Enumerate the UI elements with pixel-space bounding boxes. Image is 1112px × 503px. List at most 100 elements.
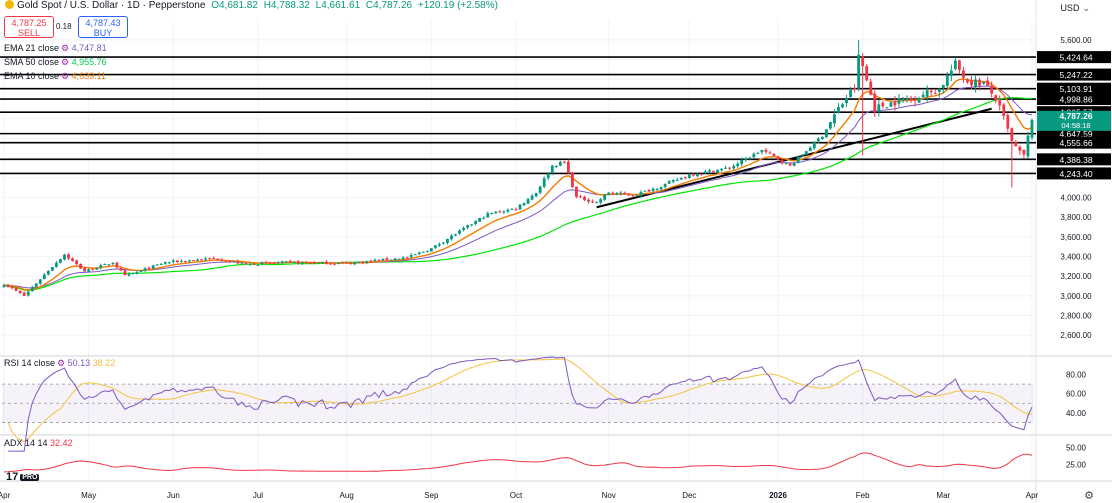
buy-button[interactable]: 4,787.43 BUY <box>78 16 128 38</box>
candle-body <box>587 199 590 202</box>
candle <box>659 186 663 191</box>
candle-body <box>522 202 526 206</box>
candle-body <box>458 230 461 234</box>
candle-body <box>115 262 119 268</box>
ohlc-close: C4,787.26 <box>365 0 413 11</box>
candle-body <box>728 167 732 169</box>
legend-sma50[interactable]: SMA 50 close ⚙ 4,955.76 <box>4 57 107 67</box>
candle-body <box>272 262 276 264</box>
candle <box>397 258 401 260</box>
candle-body <box>34 283 38 287</box>
candle <box>998 95 1002 111</box>
candle-body <box>179 260 183 262</box>
candle <box>429 248 433 252</box>
candle-body <box>812 141 816 149</box>
level-tag <box>1037 51 1111 64</box>
candle <box>736 161 740 168</box>
tradingview-logo[interactable]: 17 PRO <box>6 471 40 483</box>
candle <box>635 194 639 198</box>
buy-label: BUY <box>93 28 113 38</box>
candle-body <box>579 196 582 198</box>
candle <box>562 161 566 164</box>
candle-body <box>776 156 780 160</box>
candle-body <box>716 169 719 173</box>
candle-body <box>377 259 381 261</box>
candle-body <box>837 107 840 113</box>
candle <box>240 262 244 264</box>
candle-body <box>413 254 417 256</box>
candle-body <box>71 258 74 261</box>
sell-button[interactable]: 4,787.25 SELL <box>4 16 54 38</box>
indicator-settings-icon[interactable]: ⚙ <box>61 57 70 67</box>
candle-body <box>421 251 425 253</box>
candle <box>494 210 498 215</box>
candle-body <box>135 271 139 274</box>
candle <box>760 149 764 155</box>
price-tick: 3,400.00 <box>1060 252 1092 261</box>
candle-body <box>800 154 804 157</box>
candle <box>131 272 135 275</box>
candle <box>933 89 937 95</box>
candle-body <box>462 227 465 230</box>
candle <box>1030 118 1034 141</box>
candle-body <box>244 262 248 265</box>
price-tick: 3,600.00 <box>1060 233 1092 242</box>
rsi-line <box>8 356 1033 452</box>
candle <box>514 207 518 212</box>
candle-body <box>240 262 244 264</box>
candle <box>244 262 248 265</box>
rsi-ma-line <box>7 358 1033 443</box>
candle <box>792 161 796 167</box>
time-tick: 2026 <box>769 491 787 500</box>
candle <box>79 263 83 270</box>
candle <box>470 224 474 227</box>
candle-body <box>627 194 631 196</box>
candle <box>885 106 889 109</box>
candle-body <box>268 262 272 264</box>
candle <box>530 193 534 201</box>
candle <box>228 260 232 263</box>
candle <box>433 245 437 250</box>
rsi-tick: 40.00 <box>1066 409 1087 418</box>
candle <box>796 155 800 164</box>
indicator-settings-icon[interactable]: ⚙ <box>61 43 70 53</box>
candle-body <box>966 79 969 83</box>
candle <box>103 263 107 265</box>
currency-selector[interactable]: USD ⌄ <box>1060 3 1090 13</box>
candle-body <box>502 211 506 213</box>
candle-body <box>393 258 397 260</box>
candle <box>196 258 199 262</box>
candle <box>575 186 578 199</box>
legend-ema21[interactable]: EMA 21 close ⚙ 4,747.81 <box>4 43 107 53</box>
candle <box>377 259 381 262</box>
candle-body <box>901 98 905 101</box>
candle <box>949 64 953 82</box>
symbol-title[interactable]: Gold Spot / U.S. Dollar · 1D · Peppersto… <box>17 0 206 11</box>
candle <box>22 291 26 297</box>
candle <box>958 59 961 74</box>
candle <box>687 173 691 179</box>
indicator-settings-icon[interactable]: ⚙ <box>61 71 70 81</box>
candle <box>695 172 699 178</box>
candle-body <box>143 268 147 271</box>
candle <box>768 150 772 155</box>
settings-icon[interactable]: ⚙ <box>1084 490 1094 502</box>
candle <box>1010 127 1014 188</box>
candle-body <box>929 90 933 93</box>
candle <box>857 39 861 92</box>
legend-ema10[interactable]: EMA 10 close ⚙ 4,639.11 <box>4 71 106 81</box>
candle <box>147 266 151 271</box>
legend-rsi[interactable]: RSI 14 close ⚙ 50.13 38.22 <box>4 358 116 368</box>
candle <box>115 262 119 269</box>
indicator-settings-icon[interactable]: ⚙ <box>57 358 66 368</box>
candle-body <box>59 259 62 263</box>
legend-adx[interactable]: ADX 14 14 32.42 <box>4 438 73 448</box>
candle-body <box>55 262 58 267</box>
candle-body <box>615 193 619 195</box>
candle-body <box>510 208 514 210</box>
candle-body <box>349 263 353 265</box>
candle-body <box>365 261 369 263</box>
candle <box>893 95 897 111</box>
spread: 0.18 <box>56 22 72 31</box>
